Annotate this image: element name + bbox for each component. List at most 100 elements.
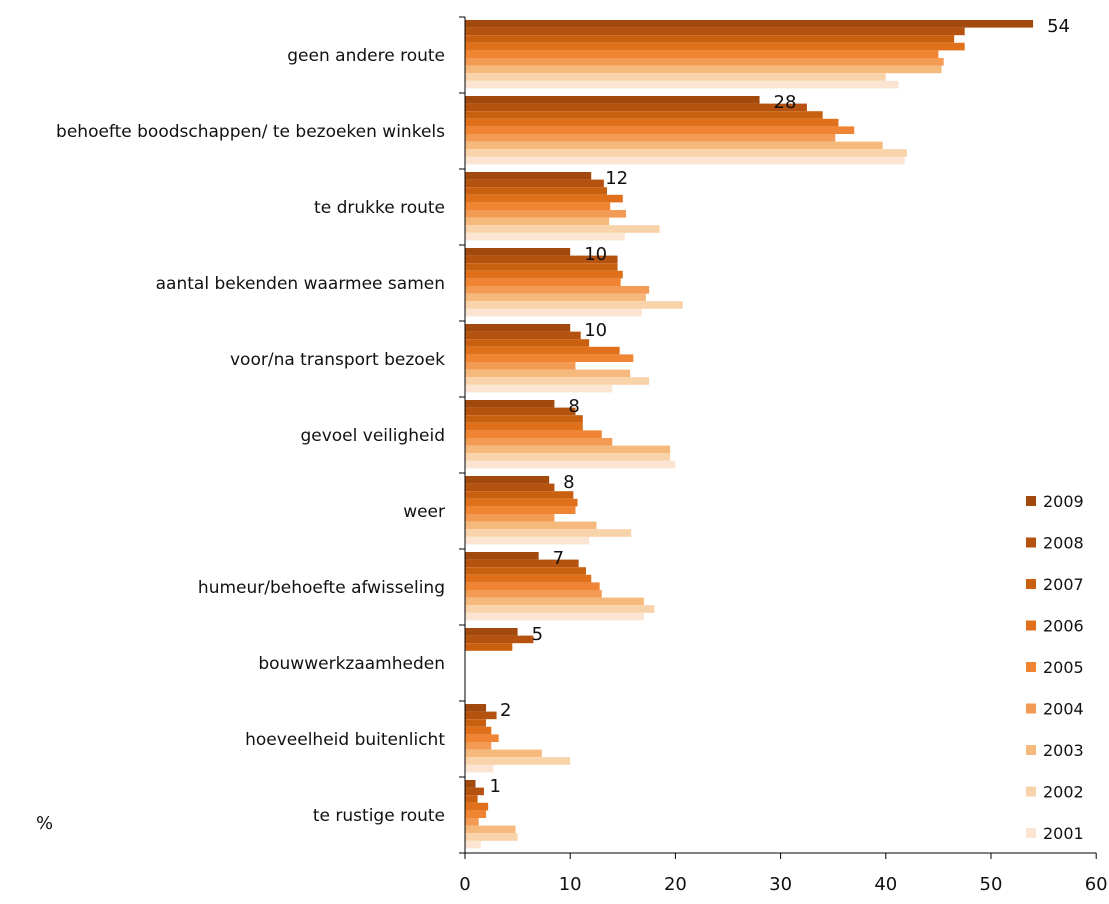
- category-label: te rustige route: [313, 806, 445, 826]
- bar-2004-3: [465, 210, 626, 218]
- bar-2007-6: [465, 415, 583, 423]
- category-label: humeur/behoefte afwisseling: [198, 578, 445, 598]
- category-label: aantal bekenden waarmee samen: [156, 274, 445, 294]
- bar-2002-2: [465, 149, 907, 157]
- data-label: 5: [532, 624, 543, 645]
- bar-2007-11: [465, 795, 478, 803]
- bar-2002-1: [465, 73, 886, 81]
- bar-2008-10: [465, 711, 497, 720]
- category-label: te drukke route: [314, 198, 445, 218]
- legend-swatch-2003: [1026, 745, 1036, 755]
- category-label: geen andere route: [287, 46, 445, 66]
- bar-2004-1: [465, 58, 944, 66]
- bar-2008-11: [465, 787, 484, 796]
- bar-2009-2: [465, 96, 760, 104]
- bar-2004-11: [465, 818, 479, 826]
- bar-2006-1: [465, 42, 965, 51]
- bar-2006-3: [465, 194, 623, 203]
- bar-2004-10: [465, 742, 492, 750]
- data-label: 54: [1047, 16, 1070, 37]
- category-label: behoefte boodschappen/ te bezoeken winke…: [56, 122, 445, 142]
- category-label: weer: [403, 502, 445, 522]
- bar-2009-1: [465, 20, 1034, 28]
- bar-2003-5: [465, 369, 631, 378]
- legend-swatch-2004: [1026, 703, 1036, 714]
- bar-2007-7: [465, 491, 574, 499]
- legend-label-2004: 2004: [1043, 700, 1084, 719]
- bar-2002-8: [465, 605, 655, 613]
- legend-label-2001: 2001: [1043, 824, 1084, 843]
- legend-swatch-2008: [1026, 537, 1036, 548]
- category-label: voor/na transport bezoek: [230, 350, 445, 370]
- bar-2001-5: [465, 384, 613, 393]
- bar-2006-11: [465, 802, 489, 811]
- bar-2008-1: [465, 27, 965, 36]
- bar-2006-7: [465, 498, 578, 507]
- bar-2001-1: [465, 80, 899, 89]
- data-label: 1: [490, 776, 501, 797]
- bar-2007-10: [465, 719, 487, 727]
- bar-2005-7: [465, 506, 576, 514]
- bar-2001-11: [465, 840, 481, 849]
- bar-2005-10: [465, 734, 499, 742]
- bar-2008-9: [465, 635, 534, 644]
- data-label: 10: [584, 320, 607, 341]
- category-label: gevoel veiligheid: [300, 426, 445, 446]
- data-label: 28: [774, 92, 797, 113]
- bar-2003-10: [465, 749, 542, 758]
- legend-label-2006: 2006: [1043, 617, 1084, 636]
- data-label: 8: [568, 396, 579, 417]
- x-tick-label: 50: [980, 874, 1003, 895]
- bar-2007-3: [465, 187, 608, 195]
- bar-2008-8: [465, 559, 579, 568]
- x-tick-label: 60: [1085, 874, 1108, 895]
- bar-2005-1: [465, 50, 939, 58]
- legend-swatch-2007: [1026, 579, 1036, 589]
- bar-2006-4: [465, 270, 623, 279]
- legend-swatch-2005: [1026, 662, 1036, 672]
- data-label: 12: [605, 168, 628, 189]
- bar-2004-2: [465, 134, 836, 142]
- legend-label-2005: 2005: [1043, 658, 1084, 677]
- bar-2004-8: [465, 590, 602, 598]
- axes-layer: [459, 16, 1097, 859]
- legend-label-2009: 2009: [1043, 492, 1084, 511]
- bar-2008-4: [465, 255, 618, 264]
- bar-2002-4: [465, 301, 683, 309]
- bar-2003-2: [465, 141, 883, 150]
- x-tick-label: 30: [769, 874, 792, 895]
- bar-2002-11: [465, 833, 518, 841]
- bar-2007-1: [465, 35, 955, 43]
- bar-2008-6: [465, 407, 576, 416]
- bar-2005-4: [465, 278, 621, 286]
- bar-2009-10: [465, 704, 487, 712]
- bar-2004-6: [465, 438, 613, 446]
- bar-2005-11: [465, 810, 487, 818]
- bar-2001-10: [465, 764, 494, 773]
- data-label: 2: [500, 700, 511, 721]
- data-label: 7: [553, 548, 564, 569]
- bar-2003-1: [465, 65, 942, 74]
- bar-2006-10: [465, 726, 492, 735]
- bar-2008-3: [465, 179, 604, 188]
- legend-label-2008: 2008: [1043, 534, 1084, 553]
- x-tick-label: 10: [559, 874, 582, 895]
- bar-2005-8: [465, 582, 600, 590]
- legend-swatch-2006: [1026, 620, 1036, 631]
- bar-2001-6: [465, 460, 676, 469]
- bar-2002-7: [465, 529, 632, 537]
- labels-layer: 0 10 20 30 40 50 60 geen andere route behoefte b…: [56, 16, 1108, 895]
- unit-label: %: [36, 813, 53, 834]
- bar-2003-3: [465, 217, 610, 226]
- bar-2003-4: [465, 293, 646, 302]
- x-tick-label: 0: [459, 874, 470, 895]
- bar-2005-6: [465, 430, 602, 438]
- bar-2007-5: [465, 339, 590, 347]
- bar-2009-3: [465, 172, 592, 180]
- legend-label-2003: 2003: [1043, 741, 1084, 760]
- bar-2001-2: [465, 156, 905, 165]
- bar-2008-2: [465, 103, 807, 112]
- bar-2003-11: [465, 825, 516, 834]
- bar-2008-5: [465, 331, 581, 340]
- bar-2009-11: [465, 780, 476, 788]
